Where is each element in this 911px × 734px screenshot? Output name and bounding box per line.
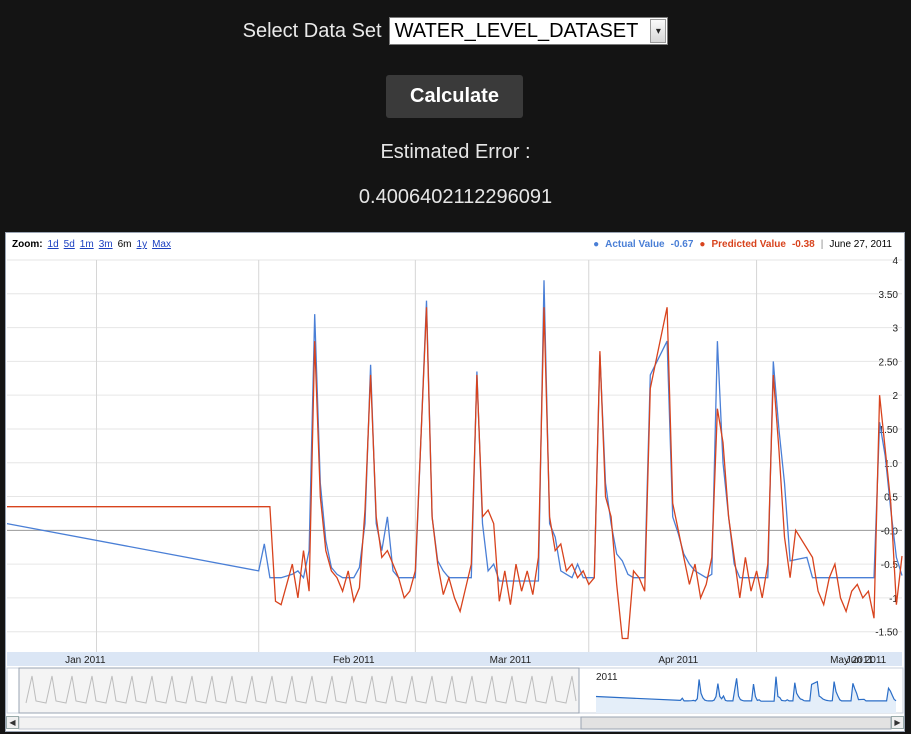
navigator-ghost-line <box>25 675 577 704</box>
dataset-select[interactable]: WATER_LEVEL_DATASET ▾ <box>388 17 669 45</box>
x-tick-label: Jun 2011 <box>846 655 887 666</box>
chart-legend: ● Actual Value -0.67 ● Predicted Value -… <box>593 239 892 250</box>
zoom-1m[interactable]: 1m <box>79 239 94 250</box>
navigator-grey-window <box>18 667 580 714</box>
actual-legend-dot-icon: ● <box>593 239 600 250</box>
estimated-error-label: Estimated Error : <box>380 141 531 163</box>
navigator-line <box>595 676 897 702</box>
y-tick-label: 3.50 <box>879 290 899 301</box>
x-tick-label: Apr 2011 <box>658 655 698 666</box>
chart-svg: Jan 2011 Feb 2011 Mar 2011 Apr 2011 May 2011… <box>6 256 904 730</box>
zoom-toolbar: Zoom: 1d 5d 1m 3m 6m 1y Max <box>12 239 171 250</box>
y-tick-label: -0.0 <box>881 526 899 537</box>
estimated-error-value: 0.4006402112296091 <box>358 186 553 208</box>
legend-actual-value: -0.67 <box>670 239 694 250</box>
legend-date: June 27, 2011 <box>829 239 892 250</box>
x-tick-label: Jan 2011 <box>65 655 106 666</box>
zoom-label: Zoom: <box>12 239 43 250</box>
legend-separator: | <box>820 239 824 250</box>
y-tick-label: 1.50 <box>879 425 899 436</box>
calculate-button[interactable]: Calculate <box>386 75 523 118</box>
zoom-max[interactable]: Max <box>152 239 171 250</box>
x-tick-label: Mar 2011 <box>490 655 532 666</box>
navigator-year-label: 2011 <box>596 672 618 683</box>
zoom-1d[interactable]: 1d <box>47 239 59 250</box>
y-tick-label: 1.0 <box>884 459 898 470</box>
y-tick-label: -1 <box>889 594 898 605</box>
zoom-1y[interactable]: 1y <box>136 239 148 250</box>
y-tick-label: -1.50 <box>875 628 898 639</box>
dataset-row: Select Data Set WATER_LEVEL_DATASET ▾ <box>0 14 911 48</box>
predicted-legend-dot-icon: ● <box>699 239 706 250</box>
y-tick-label: 2 <box>892 391 898 402</box>
actual-value-line <box>6 280 903 582</box>
y-tick-label: 4 <box>892 256 898 267</box>
zoom-6m[interactable]: 6m <box>117 239 132 250</box>
y-tick-label: 3 <box>892 324 898 335</box>
chevron-down-icon[interactable]: ▾ <box>650 19 667 43</box>
predicted-value-line <box>7 307 903 640</box>
y-tick-label: 0.5 <box>884 493 898 504</box>
x-tick-label: Feb 2011 <box>333 655 375 666</box>
dataset-label: Select Data Set <box>242 19 382 42</box>
y-tick-label: -0.5 <box>881 560 899 571</box>
navigator-fill <box>596 676 896 713</box>
dataset-select-value: WATER_LEVEL_DATASET <box>394 19 639 42</box>
chart-container[interactable]: Zoom: 1d 5d 1m 3m 6m 1y Max ● Actual Val… <box>5 232 905 732</box>
zoom-3m[interactable]: 3m <box>98 239 113 250</box>
legend-actual-label: Actual Value <box>605 239 665 250</box>
scrollbar-thumb <box>580 716 892 730</box>
scroll-right-icon[interactable]: ▶ <box>891 716 904 729</box>
legend-predicted-label: Predicted Value <box>711 239 786 250</box>
legend-predicted-value: -0.38 <box>791 239 815 250</box>
scroll-left-icon[interactable]: ◀ <box>6 716 19 729</box>
zoom-5d[interactable]: 5d <box>63 239 75 250</box>
y-tick-label: 2.50 <box>879 357 899 368</box>
x-tick-label: May 2011 <box>830 655 874 666</box>
plot-area <box>7 260 902 652</box>
x-axis-band <box>7 652 902 666</box>
